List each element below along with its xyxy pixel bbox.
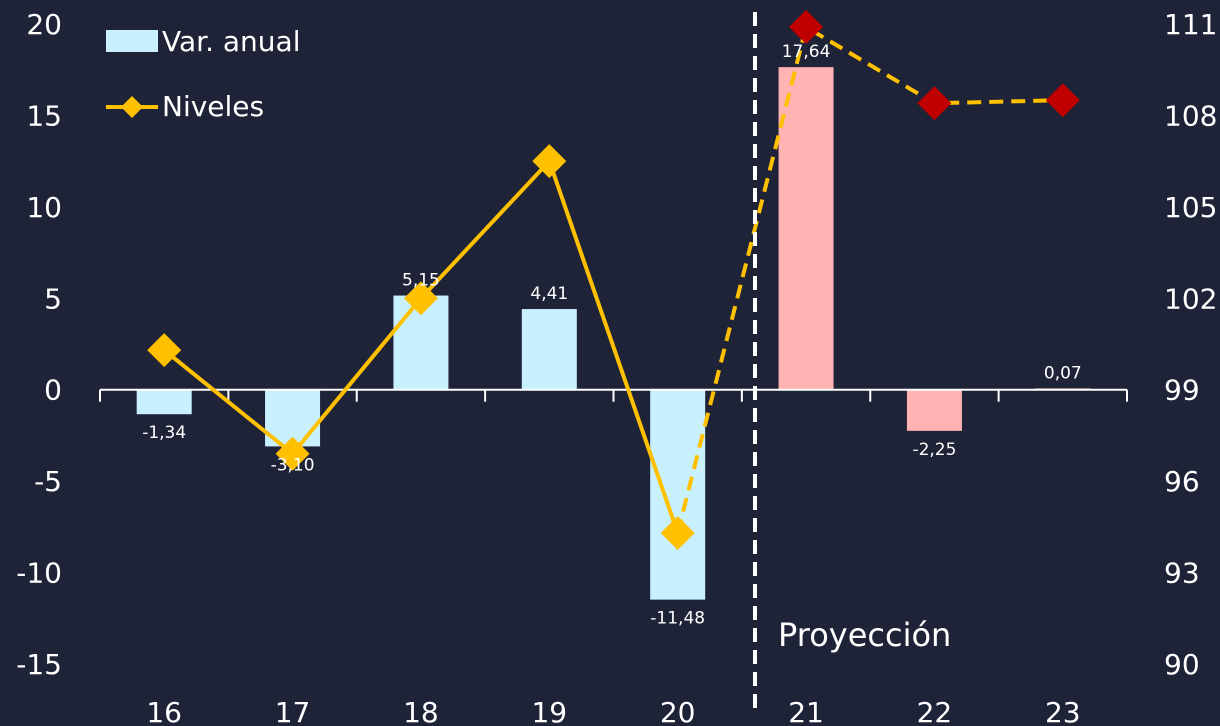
y-left-tick-label: 5 (44, 282, 62, 315)
y-left-tick-label: 0 (44, 374, 62, 407)
bar-data-label: 5,15 (402, 271, 440, 291)
bar (906, 389, 962, 431)
y-right-tick-label: 102 (1164, 282, 1217, 315)
y-left-tick-label: -5 (34, 465, 62, 498)
legend-line-label: Niveles (162, 90, 264, 123)
y-right-tick-label: 96 (1164, 465, 1200, 498)
bar (136, 389, 192, 415)
bar-data-label: -3,10 (271, 455, 315, 475)
line-series (147, 10, 1080, 550)
y-right-tick-label: 90 (1164, 648, 1200, 681)
line-marker (403, 281, 438, 316)
y-right-tick-label: 93 (1164, 557, 1200, 590)
x-tick-label: 17 (275, 696, 311, 726)
line-marker (1045, 83, 1080, 118)
y-right-tick-label: 111 (1164, 8, 1217, 41)
bar-data-label: 4,41 (530, 284, 568, 304)
bar (521, 309, 577, 390)
line-marker (917, 86, 952, 121)
legend-line-marker (121, 96, 143, 118)
y-left-tick-label: 10 (26, 191, 62, 224)
line-marker (789, 10, 824, 45)
bar-data-label: -2,25 (912, 440, 956, 460)
x-tick-label: 23 (1045, 696, 1081, 726)
y-right-tick-label: 99 (1164, 374, 1200, 407)
line-marker (147, 333, 182, 368)
bar-data-label: -11,48 (650, 609, 705, 629)
projection-label: Proyección (778, 616, 951, 654)
x-tick-label: 21 (788, 696, 824, 726)
x-tick-label: 19 (531, 696, 567, 726)
y-left-tick-label: 15 (26, 99, 62, 132)
bar-data-label: 17,64 (782, 42, 831, 62)
y-right-tick-label: 105 (1164, 191, 1217, 224)
bar-series (136, 67, 1091, 600)
y-axis-right: 111 108 105 102 99 96 93 90 (1164, 8, 1217, 681)
legend-bar-swatch (106, 30, 158, 52)
x-tick-label: 22 (917, 696, 953, 726)
y-left-tick-label: -15 (16, 648, 62, 681)
line-projection-dashed (675, 23, 1063, 534)
data-labels: -1,34 -3,10 5,15 4,41 -11,48 17,64 -2,25 0,07 (142, 42, 1082, 628)
y-axis-left: 20 15 10 5 0 -5 -10 -15 (16, 8, 62, 681)
x-tick-label: 20 (660, 696, 696, 726)
x-tick-label: 18 (403, 696, 439, 726)
line-marker (660, 515, 695, 550)
legend-bar-label: Var. anual (162, 25, 300, 58)
bar (778, 67, 834, 390)
y-left-tick-label: 20 (26, 8, 62, 41)
y-left-tick-label: -10 (16, 557, 62, 590)
bar-data-label: 0,07 (1044, 363, 1082, 383)
bar (650, 389, 706, 600)
legend: Var. anual Niveles (106, 25, 300, 123)
x-tick-label: 16 (146, 696, 182, 726)
line-marker (275, 436, 310, 471)
x-axis: 16 17 18 19 20 21 22 23 (99, 388, 1128, 726)
line-marker (532, 144, 567, 179)
y-right-tick-label: 108 (1164, 99, 1217, 132)
bar-data-label: -1,34 (142, 423, 186, 443)
